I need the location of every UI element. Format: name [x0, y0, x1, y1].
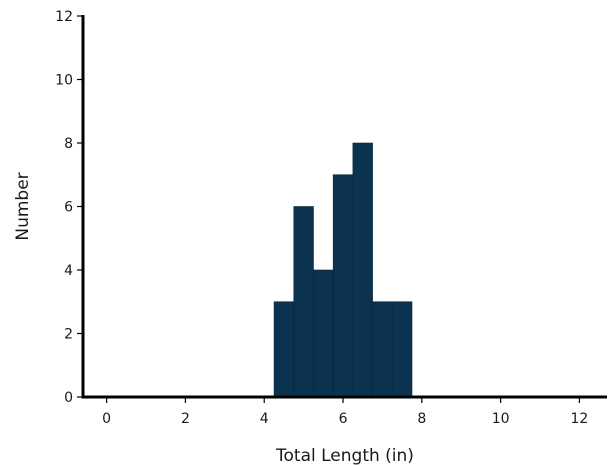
- histogram-bar-6: [372, 301, 393, 398]
- histogram-bar-3: [313, 269, 334, 398]
- x-tick-label: 2: [181, 411, 190, 427]
- bars-group: [273, 142, 413, 398]
- y-tick-label: 0: [64, 390, 73, 406]
- x-axis-title: Total Length (in): [275, 446, 414, 466]
- histogram-bar-1: [273, 301, 295, 398]
- y-tick-label: 8: [64, 136, 73, 152]
- x-tick-label: 6: [339, 411, 348, 427]
- y-tick-label: 2: [64, 327, 73, 343]
- histogram-bar-4: [332, 174, 354, 398]
- y-tick-label: 6: [64, 200, 73, 216]
- histogram-bar-2: [293, 206, 314, 398]
- x-tick-label: 4: [260, 411, 269, 427]
- y-axis-title: Number: [13, 172, 33, 240]
- y-axis-ticks: 0 2 4 6 8 10 12: [55, 9, 83, 406]
- x-axis-ticks: 0 2 4 6 8 10 12: [102, 397, 588, 427]
- histogram-bar-7: [391, 301, 413, 398]
- x-tick-label: 12: [571, 411, 589, 427]
- x-tick-label: 0: [102, 411, 111, 427]
- histogram-bar-5: [352, 142, 373, 398]
- y-tick-label: 4: [64, 263, 73, 279]
- x-tick-label: 10: [492, 411, 510, 427]
- y-tick-label: 12: [55, 9, 73, 25]
- x-tick-label: 8: [417, 411, 426, 427]
- y-tick-label: 10: [55, 73, 73, 89]
